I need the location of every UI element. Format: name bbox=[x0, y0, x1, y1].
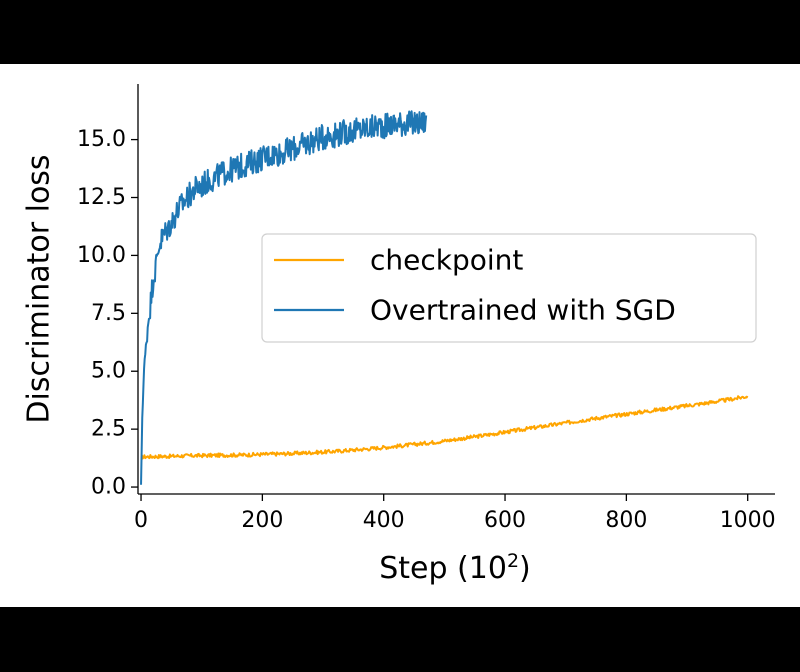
y-tick-label: 0.0 bbox=[91, 475, 126, 500]
legend-frame bbox=[261, 233, 757, 343]
legend: checkpoint Overtrained with SGD bbox=[261, 233, 757, 343]
x-axis-label-close: ) bbox=[519, 551, 531, 586]
series-line-1 bbox=[140, 110, 428, 485]
plot-area: 0 200 400 600 800 1000 0.0 2.5 5.0 7.5 10.0 12.5 15… bbox=[0, 64, 800, 607]
line-chart: 0 200 400 600 800 1000 0.0 2.5 5.0 7.5 10.0 12.5 15… bbox=[22, 84, 776, 586]
y-ticks: 0.0 2.5 5.0 7.5 10.0 12.5 15.0 bbox=[77, 127, 138, 500]
y-tick-label: 12.5 bbox=[77, 185, 126, 210]
y-tick-label: 15.0 bbox=[77, 127, 126, 152]
y-axis-label: Discriminator loss bbox=[22, 154, 57, 423]
x-tick-label: 600 bbox=[484, 508, 526, 533]
x-tick-label: 800 bbox=[605, 508, 647, 533]
y-tick-label: 10.0 bbox=[77, 243, 126, 268]
legend-label-checkpoint: checkpoint bbox=[370, 244, 523, 277]
legend-label-overtrained-with-sgd: Overtrained with SGD bbox=[370, 294, 676, 327]
x-tick-label: 0 bbox=[134, 508, 148, 533]
x-tick-label: 400 bbox=[363, 508, 405, 533]
series-line-0 bbox=[140, 395, 749, 460]
y-tick-label: 7.5 bbox=[91, 301, 126, 326]
lines-layer bbox=[140, 110, 749, 485]
x-axis-label: Step (102) bbox=[379, 550, 531, 586]
y-tick-label: 2.5 bbox=[91, 417, 126, 442]
x-ticks: 0 200 400 600 800 1000 bbox=[134, 494, 776, 533]
x-tick-label: 200 bbox=[241, 508, 283, 533]
x-axis-label-superscript: 2 bbox=[507, 550, 519, 572]
y-tick-label: 5.0 bbox=[91, 359, 126, 384]
x-tick-label: 1000 bbox=[720, 508, 776, 533]
x-axis-label-text: Step (10 bbox=[379, 551, 507, 586]
